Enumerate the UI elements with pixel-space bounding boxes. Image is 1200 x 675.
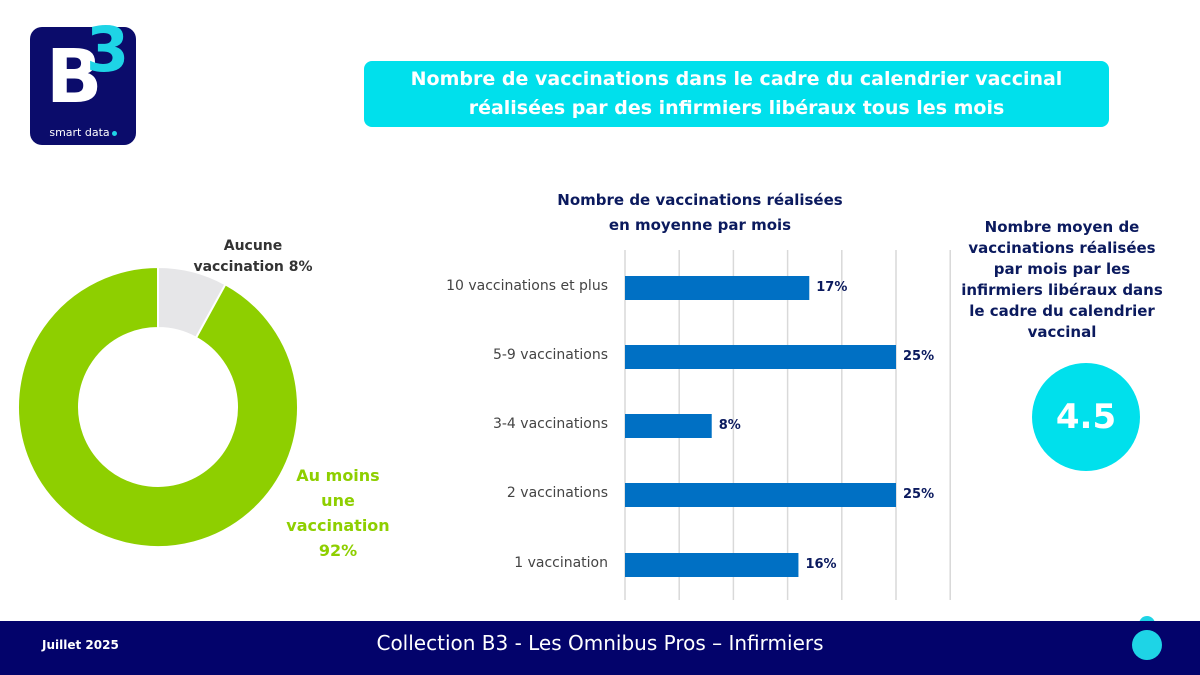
kpi-title-line: vaccinal bbox=[1027, 323, 1097, 341]
logo-dot-icon bbox=[111, 131, 117, 136]
bar-4 bbox=[625, 553, 799, 577]
bar-2 bbox=[625, 414, 712, 438]
footer-dot-top-icon bbox=[1139, 616, 1155, 624]
kpi-title-line: Nombre moyen de bbox=[984, 218, 1140, 236]
bar-value-label: 17% bbox=[816, 280, 848, 295]
bar-3 bbox=[625, 483, 896, 507]
bar-category-label: 2 vaccinations bbox=[506, 485, 608, 501]
logo-tagline: smart data bbox=[30, 126, 136, 139]
bar-0 bbox=[625, 276, 810, 300]
logo-tagline-text: smart data bbox=[49, 126, 110, 139]
donut-label-none-line2: vaccination 8% bbox=[193, 259, 313, 275]
footer-circle-icon bbox=[1132, 630, 1162, 660]
footer-date: Juillet 2025 bbox=[42, 638, 119, 652]
bar-value-label: 25% bbox=[903, 349, 935, 364]
kpi-value-circle: 4.5 bbox=[1032, 363, 1140, 471]
kpi-value: 4.5 bbox=[1055, 397, 1117, 437]
bar-value-label: 25% bbox=[903, 487, 935, 502]
kpi-title: Nombre moyen de vaccinations réalisées p… bbox=[948, 217, 1176, 343]
side-divider bbox=[950, 250, 951, 600]
b3-logo: B 3 smart data bbox=[30, 15, 136, 145]
footer-title: Collection B3 - Les Omnibus Pros – Infir… bbox=[376, 631, 824, 655]
footer-bar: Juillet 2025 Collection B3 - Les Omnibus… bbox=[0, 621, 1200, 675]
logo-letter: B bbox=[46, 34, 103, 120]
donut-label-none: Aucune vaccination 8% bbox=[180, 236, 326, 278]
kpi-title-line: par mois par les bbox=[993, 260, 1131, 278]
donut-label-some-line3: vaccination bbox=[286, 516, 390, 535]
bar-1 bbox=[625, 345, 896, 369]
bar-category-label: 3-4 vaccinations bbox=[492, 416, 608, 432]
bar-chart-title: Nombre de vaccinations réalisées en moye… bbox=[520, 188, 880, 238]
bar-chart-title-line2: en moyenne par mois bbox=[608, 216, 792, 234]
donut-label-some: Au moins une vaccination 92% bbox=[278, 463, 398, 563]
kpi-title-line: infirmiers libéraux dans bbox=[961, 281, 1163, 299]
bar-category-label: 10 vaccinations et plus bbox=[446, 278, 608, 294]
bar-value-label: 16% bbox=[805, 557, 837, 572]
kpi-title-line: vaccinations réalisées bbox=[968, 239, 1156, 257]
donut-label-some-line1: Au moins bbox=[296, 466, 380, 485]
bar-category-label: 1 vaccination bbox=[514, 555, 608, 571]
donut-label-none-line1: Aucune bbox=[223, 238, 283, 254]
donut-label-some-line2: une bbox=[321, 491, 355, 510]
logo-superscript: 3 bbox=[86, 13, 130, 86]
page-title-line1: Nombre de vaccinations dans le cadre du … bbox=[410, 68, 1063, 90]
bar-category-label: 5-9 vaccinations bbox=[492, 347, 608, 363]
page-title-line2: réalisées par des infirmiers libéraux to… bbox=[468, 97, 1005, 119]
donut-slice-at-least-one bbox=[17, 265, 299, 548]
donut-label-some-line4: 92% bbox=[318, 541, 358, 560]
bar-value-label: 8% bbox=[718, 418, 741, 433]
page-title: Nombre de vaccinations dans le cadre du … bbox=[364, 61, 1109, 127]
kpi-title-line: le cadre du calendrier bbox=[969, 302, 1155, 320]
bar-chart-title-line1: Nombre de vaccinations réalisées bbox=[557, 191, 843, 209]
